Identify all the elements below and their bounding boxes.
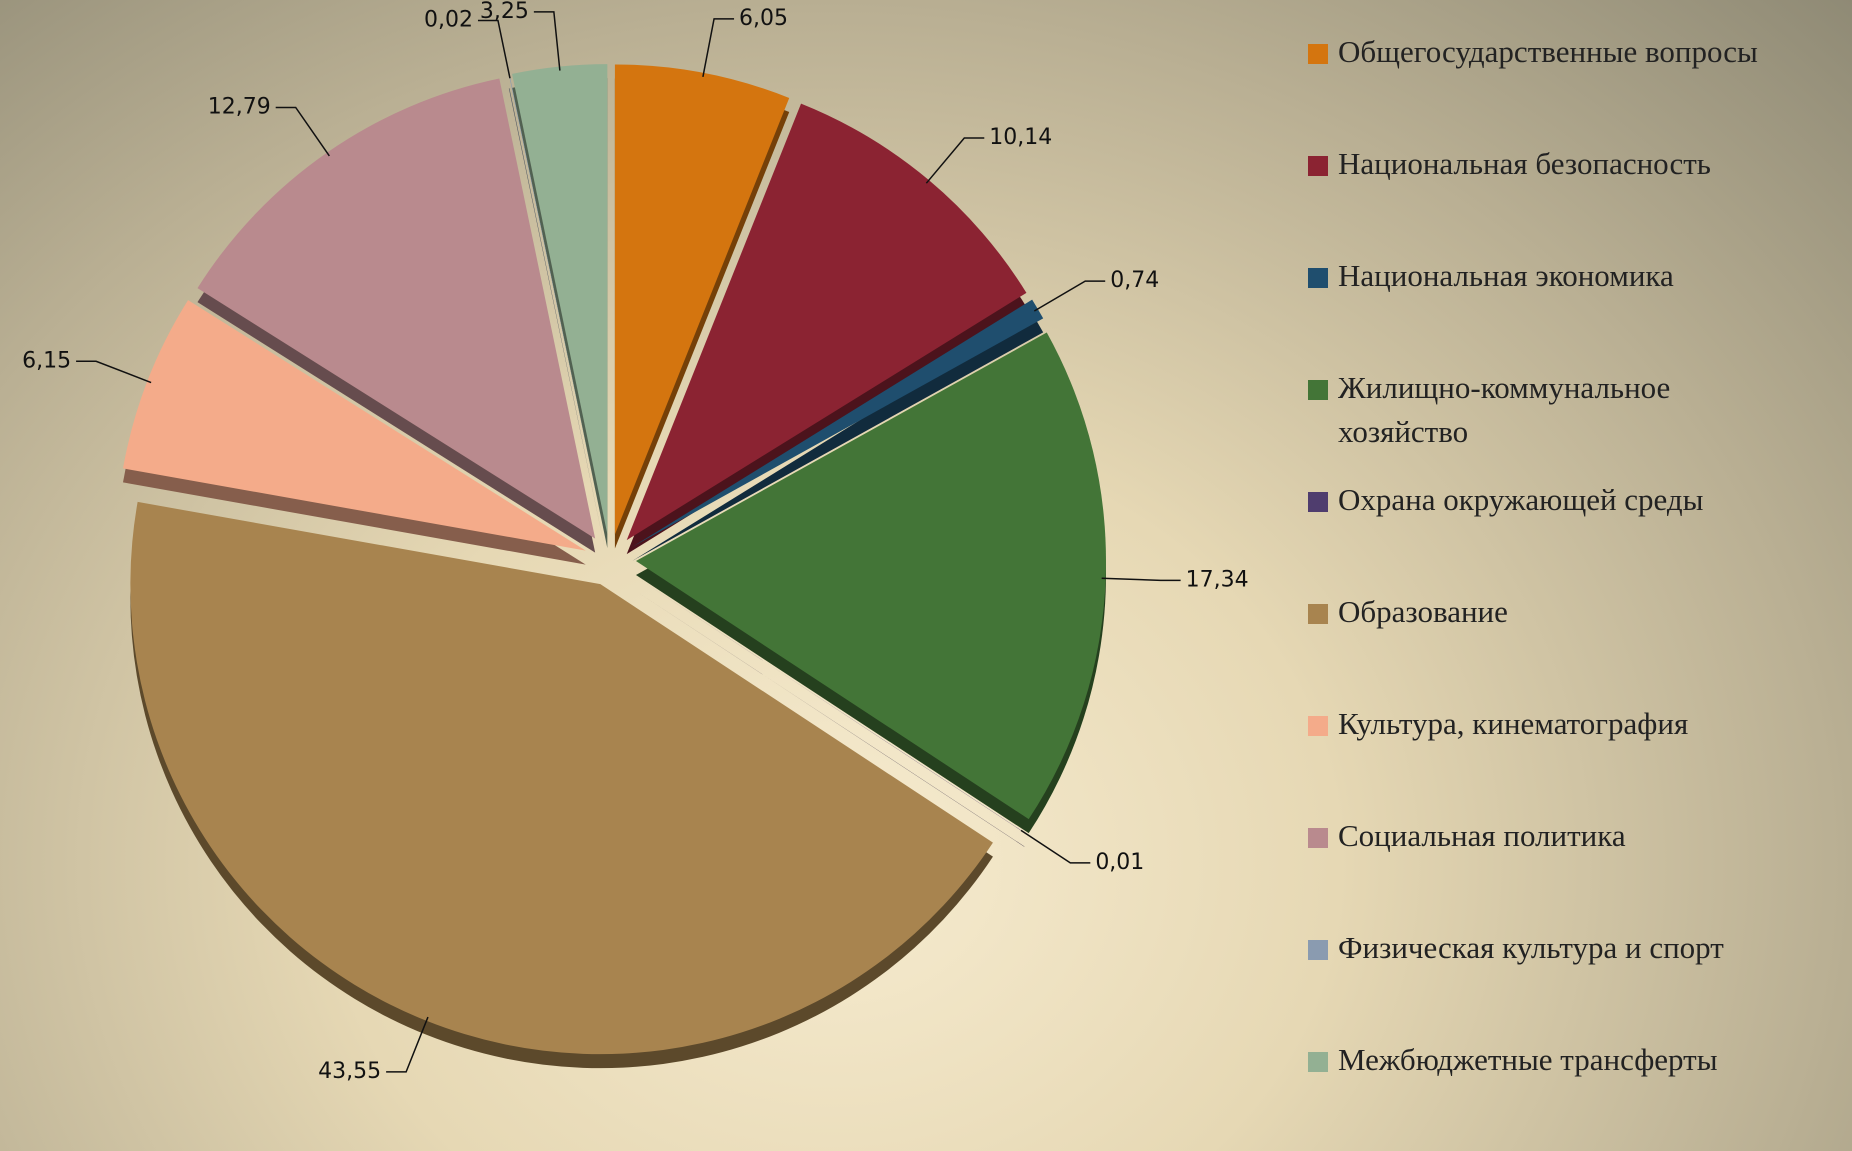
leader-line bbox=[1101, 577, 1181, 582]
data-label: 0,01 bbox=[1095, 850, 1144, 875]
slice bbox=[626, 103, 1027, 541]
leader-line bbox=[925, 137, 985, 184]
legend-item: Межбюджетные трансферты bbox=[1308, 1038, 1848, 1150]
leader-line bbox=[477, 19, 511, 79]
data-label: 17,34 bbox=[1186, 567, 1249, 592]
legend-label: Национальная безопасность bbox=[1338, 146, 1711, 181]
legend-label: Социальная политика bbox=[1338, 818, 1626, 853]
legend-swatch bbox=[1308, 604, 1328, 624]
slice bbox=[635, 332, 1106, 820]
legend-label: Культура, кинематография bbox=[1338, 706, 1689, 741]
legend-item: Культура, кинематография bbox=[1308, 702, 1848, 814]
legend-swatch bbox=[1308, 44, 1328, 64]
legend-swatch bbox=[1308, 492, 1328, 512]
legend-item: Общегосударственные вопросы bbox=[1308, 30, 1758, 142]
leader-line bbox=[1020, 829, 1091, 864]
leader-line bbox=[533, 11, 561, 71]
slice bbox=[508, 74, 605, 535]
legend-swatch bbox=[1308, 380, 1328, 400]
slice bbox=[614, 64, 790, 535]
slice-depth bbox=[631, 588, 1025, 847]
slice-depth bbox=[508, 88, 605, 549]
legend-swatch bbox=[1308, 1052, 1328, 1072]
legend-label: Физическая культура и спорт bbox=[1338, 930, 1724, 965]
data-label: 6,15 bbox=[22, 348, 71, 373]
data-label: 12,79 bbox=[208, 94, 271, 119]
legend-item: Социальная политика bbox=[1308, 814, 1848, 926]
slice bbox=[512, 64, 608, 535]
slice bbox=[631, 574, 1025, 833]
legend-label: Межбюджетные трансферты bbox=[1338, 1042, 1718, 1077]
legend-item: Национальная безопасность bbox=[1308, 142, 1848, 254]
legend-label: Национальная экономика bbox=[1338, 258, 1674, 293]
legend-label: Общегосударственные вопросы bbox=[1338, 34, 1758, 69]
legend-swatch bbox=[1308, 940, 1328, 960]
legend-swatch bbox=[1308, 268, 1328, 288]
leader-line bbox=[1033, 280, 1106, 312]
legend: Общегосударственные вопросы Национальная … bbox=[1308, 30, 1848, 1150]
leader-line bbox=[275, 106, 330, 157]
leader-line bbox=[702, 18, 735, 77]
legend-item: Охрана окружающей среды bbox=[1308, 478, 1848, 590]
legend-swatch bbox=[1308, 716, 1328, 736]
data-label: 43,55 bbox=[318, 1059, 381, 1084]
data-label: 6,05 bbox=[739, 6, 788, 31]
legend-item: Образование bbox=[1308, 590, 1848, 702]
data-label: 10,14 bbox=[989, 125, 1052, 150]
slice bbox=[632, 299, 1044, 547]
legend-item: Национальная экономика bbox=[1308, 254, 1848, 366]
leader-line bbox=[76, 360, 152, 384]
legend-item: Жилищно-коммунальное хозяйство bbox=[1308, 366, 1758, 478]
leader-line bbox=[386, 1016, 429, 1073]
legend-swatch bbox=[1308, 828, 1328, 848]
legend-item: Физическая культура и спорт bbox=[1308, 926, 1848, 1038]
legend-label: Охрана окружающей среды bbox=[1338, 482, 1704, 517]
slice bbox=[122, 300, 586, 551]
legend-label: Жилищно-коммунальное хозяйство bbox=[1338, 370, 1671, 449]
slice bbox=[130, 501, 993, 1055]
slice bbox=[197, 78, 596, 539]
data-label: 0,02 bbox=[424, 8, 473, 33]
data-label: 3,25 bbox=[480, 0, 529, 24]
legend-label: Образование bbox=[1338, 594, 1508, 629]
legend-swatch bbox=[1308, 156, 1328, 176]
data-label: 0,74 bbox=[1110, 268, 1159, 293]
